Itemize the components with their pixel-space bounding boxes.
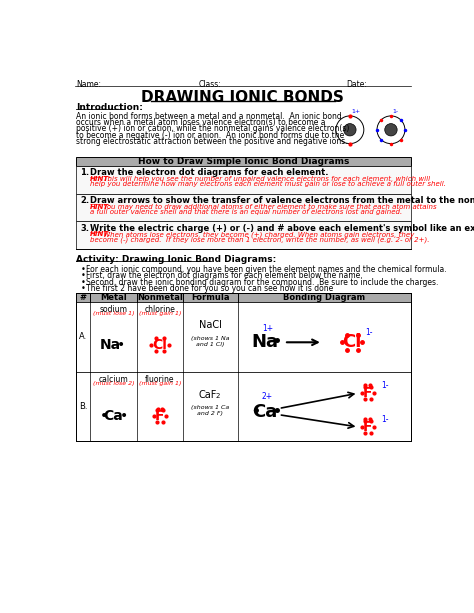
Text: 2+: 2+: [261, 392, 273, 401]
Text: •: •: [120, 409, 128, 423]
Text: Cl: Cl: [343, 333, 362, 351]
Text: Na: Na: [251, 333, 278, 351]
Text: Cl: Cl: [153, 338, 167, 352]
Text: F: F: [363, 386, 373, 400]
Circle shape: [385, 124, 397, 136]
Text: B.: B.: [79, 402, 88, 411]
Text: 1-: 1-: [381, 381, 389, 390]
Text: and 2 F): and 2 F): [197, 411, 223, 416]
Text: Activity: Drawing Ionic Bond Diagrams:: Activity: Drawing Ionic Bond Diagrams:: [76, 255, 276, 264]
Text: An ionic bond forms between a metal and a nonmetal.  An ionic bond: An ionic bond forms between a metal and …: [76, 112, 342, 121]
Text: •: •: [81, 284, 86, 293]
Text: Introduction:: Introduction:: [76, 103, 143, 112]
Text: strong electrostatic attraction between the positive and negative ions.: strong electrostatic attraction between …: [76, 137, 348, 146]
Text: Second, draw the ionic bonding diagram for the compound.  Be sure to include the: Second, draw the ionic bonding diagram f…: [86, 278, 439, 287]
Text: (shows 1 Ca: (shows 1 Ca: [191, 405, 229, 411]
Bar: [76, 166, 411, 194]
Text: DRAWING IONIC BONDS: DRAWING IONIC BONDS: [141, 91, 345, 105]
Text: and 1 Cl): and 1 Cl): [196, 341, 225, 346]
Text: Ca: Ca: [104, 409, 123, 423]
Text: calcium: calcium: [99, 375, 128, 384]
Text: HINT:: HINT:: [90, 232, 112, 237]
Text: •: •: [272, 403, 283, 421]
Text: sodium: sodium: [100, 305, 128, 314]
Text: First, draw the electron dot diagrams for each element below the name.: First, draw the electron dot diagrams fo…: [86, 272, 363, 281]
Text: HINT:: HINT:: [90, 176, 112, 182]
Text: (must lose 2): (must lose 2): [93, 381, 134, 386]
Text: Formula: Formula: [191, 293, 229, 302]
Text: When atoms lose electrons, they become (+) charged. When atoms gain electrons, t: When atoms lose electrons, they become (…: [101, 232, 414, 238]
Text: Metal: Metal: [100, 293, 127, 302]
Text: to become a negative (-) ion or anion.  An ionic bond forms due to the: to become a negative (-) ion or anion. A…: [76, 131, 345, 140]
Bar: [76, 302, 411, 371]
Text: fluorine: fluorine: [145, 375, 175, 384]
Text: HINT:: HINT:: [90, 204, 112, 210]
Text: (must lose 1): (must lose 1): [93, 311, 134, 316]
Text: 1.: 1.: [80, 169, 89, 177]
Text: •: •: [100, 409, 109, 423]
Text: become (-) charged.  If they lose more than 1 electron, write the number, as wel: become (-) charged. If they lose more th…: [90, 237, 430, 243]
Text: 2: 2: [215, 393, 219, 399]
Text: 1-: 1-: [392, 109, 399, 113]
Text: 1-: 1-: [365, 328, 373, 337]
Text: Nonmetal: Nonmetal: [137, 293, 183, 302]
Text: positive (+) ion or cation, while the nonmetal gains valence electron(s): positive (+) ion or cation, while the no…: [76, 124, 350, 134]
Text: How to Draw Simple Ionic Bond Diagrams: How to Draw Simple Ionic Bond Diagrams: [138, 157, 349, 166]
Text: help you determine how many electrons each element must gain or lose to achieve : help you determine how many electrons ea…: [90, 181, 446, 188]
Text: #: #: [80, 293, 87, 302]
Text: Na: Na: [100, 338, 121, 352]
Text: A.: A.: [79, 332, 87, 341]
Text: chlorine: chlorine: [145, 305, 175, 314]
Text: •: •: [272, 333, 283, 351]
Text: You may need to draw additional atoms of either element to make sure that each a: You may need to draw additional atoms of…: [101, 204, 437, 210]
Text: Date:: Date:: [346, 80, 367, 89]
Bar: [76, 293, 411, 302]
Text: 1-: 1-: [381, 415, 389, 424]
Text: Ca: Ca: [252, 403, 277, 421]
Text: a full outer valence shell and that there is an equal number of electrons lost a: a full outer valence shell and that ther…: [90, 209, 402, 215]
Text: 3.: 3.: [80, 224, 89, 233]
Text: 1+: 1+: [351, 109, 361, 113]
Text: 2.: 2.: [80, 196, 89, 205]
Text: Write the electric charge (+) or (-) and # above each element's symbol like an e: Write the electric charge (+) or (-) and…: [90, 224, 474, 233]
Bar: [76, 221, 411, 249]
Text: (must gain 1): (must gain 1): [139, 311, 181, 316]
Bar: [76, 194, 411, 221]
Text: •: •: [81, 272, 86, 281]
Text: The first 2 have been done for you so you can see how it is done: The first 2 have been done for you so yo…: [86, 284, 334, 293]
Text: Class:: Class:: [199, 80, 222, 89]
Text: Bonding Diagram: Bonding Diagram: [283, 293, 365, 302]
Text: Draw the electron dot diagrams for each element.: Draw the electron dot diagrams for each …: [90, 169, 329, 177]
Text: Draw arrows to show the transfer of valence electrons from the metal to the nonm: Draw arrows to show the transfer of vale…: [90, 196, 474, 205]
Text: F: F: [363, 420, 373, 434]
Circle shape: [344, 124, 356, 136]
Bar: [76, 157, 411, 166]
Text: This will help you see the number of unpaired valence electrons for each element: This will help you see the number of unp…: [101, 176, 430, 182]
Text: NaCl: NaCl: [199, 321, 222, 330]
Text: •: •: [81, 278, 86, 287]
Text: occurs when a metal atom loses valence electron(s) to become a: occurs when a metal atom loses valence e…: [76, 118, 326, 128]
Text: F: F: [155, 409, 165, 423]
Text: Name:: Name:: [76, 80, 101, 89]
Text: •: •: [81, 265, 86, 274]
Text: CaF: CaF: [199, 390, 217, 400]
Text: (shows 1 Na: (shows 1 Na: [191, 336, 229, 341]
Text: (must gain 1): (must gain 1): [139, 381, 181, 386]
Text: •: •: [117, 338, 126, 352]
Bar: [76, 371, 411, 441]
Text: For each ionic compound, you have been given the element names and the chemical : For each ionic compound, you have been g…: [86, 265, 447, 274]
Text: 1+: 1+: [262, 324, 273, 333]
Text: •: •: [250, 403, 261, 421]
